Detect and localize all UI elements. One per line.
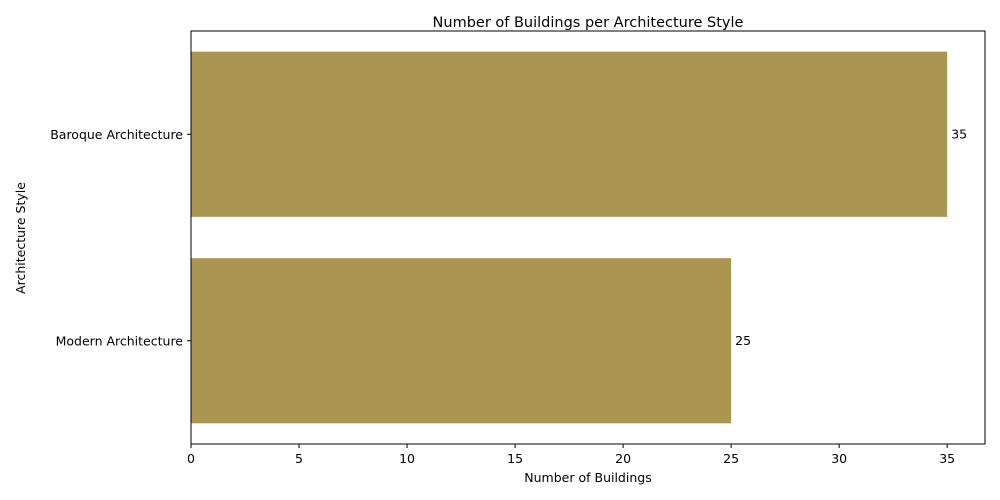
plot-frame <box>190 30 986 445</box>
x-axis-label: Number of Buildings <box>524 470 651 485</box>
x-tick-label: 25 <box>723 451 739 466</box>
y-tick-label: Baroque Architecture <box>50 127 183 142</box>
chart-title: Number of Buildings per Architecture Sty… <box>433 15 744 31</box>
x-tick-label: 5 <box>295 451 303 466</box>
bar-baroque-architecture <box>191 51 948 217</box>
bar-value-label: 25 <box>735 333 751 348</box>
data-labels-group: 35 25 <box>735 126 967 348</box>
x-tick-label: 30 <box>831 451 847 466</box>
y-ticks-group: Baroque Architecture Modern Architecture <box>50 127 191 348</box>
y-tick-label: Modern Architecture <box>56 333 184 348</box>
x-tick-label: 0 <box>187 451 195 466</box>
x-tick-label: 15 <box>507 451 523 466</box>
bar-modern-architecture <box>191 258 732 424</box>
bar-value-label: 35 <box>951 126 967 141</box>
x-tick-label: 35 <box>939 451 955 466</box>
y-axis-label: Architecture Style <box>13 182 28 294</box>
x-tick-label: 10 <box>399 451 415 466</box>
x-tick-label: 20 <box>615 451 631 466</box>
x-ticks-group: 0 5 10 15 20 25 30 35 <box>187 444 955 466</box>
bars-group <box>191 51 948 424</box>
